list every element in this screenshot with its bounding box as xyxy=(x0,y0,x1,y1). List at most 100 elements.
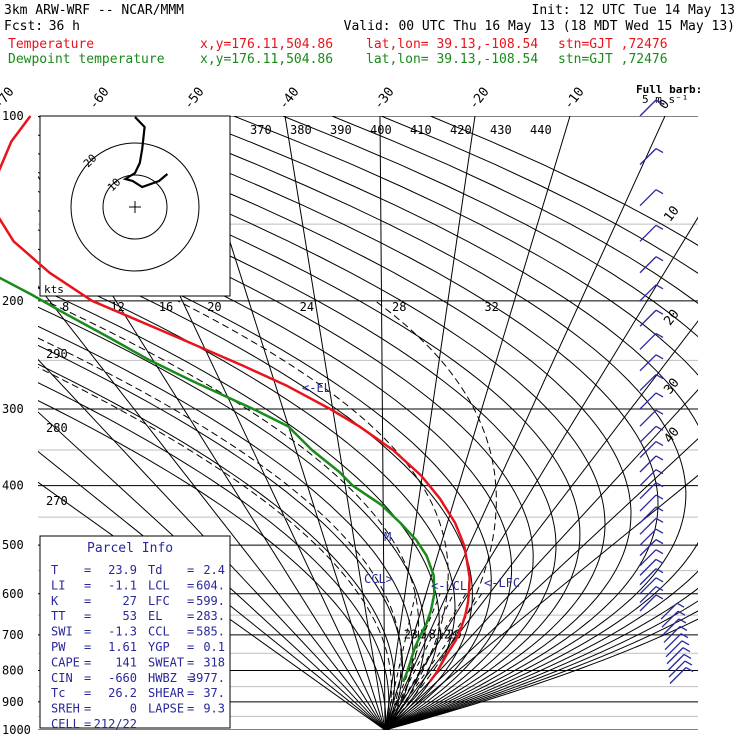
parcel-value-6: 141 xyxy=(115,655,137,669)
wind-barb-340 xyxy=(639,425,657,443)
dry-adiabat-420 xyxy=(135,116,687,730)
temperature-profile xyxy=(0,115,471,683)
parcel-value-4: -1.3 xyxy=(108,625,137,639)
parcel-value-2: 27 xyxy=(123,594,137,608)
dry-adiabat-430 xyxy=(184,116,698,730)
wind-barb-200 xyxy=(639,284,657,302)
dry-adiabat-360 xyxy=(38,190,534,730)
theta-label-440: 440 xyxy=(530,123,552,137)
hodograph-inset: 10 20 kts xyxy=(39,115,231,297)
wind-barb-flag-400 xyxy=(655,469,664,475)
theta-label-380: 380 xyxy=(290,123,312,137)
wind-barb-flag-600 xyxy=(655,577,664,583)
mixing-ratio-label-3: 3 xyxy=(411,627,418,641)
mixing-ratio-label-5: 5 xyxy=(420,627,427,641)
parcel-value2-8: 37. xyxy=(203,686,225,700)
wind-barb-flag-120 xyxy=(655,148,664,154)
wind-barb-flag-660 xyxy=(676,602,685,608)
parcel-eq-0: = xyxy=(84,563,91,577)
wind-barb-flag-620 xyxy=(655,585,664,592)
wind-barb-500 xyxy=(639,528,657,546)
wind-barb-760 xyxy=(665,640,683,658)
wind-barb-460 xyxy=(639,506,657,524)
mixing-ratio-5 xyxy=(384,593,441,730)
legend-dewpoint-latlon: lat,lon= 39.13,-108.54 xyxy=(366,52,538,67)
parcel-value-7: -660 xyxy=(108,671,137,685)
dry-adiabat-450 xyxy=(282,116,698,730)
wind-barb-flag-420 xyxy=(655,482,664,488)
parcel-value-5: 1.61 xyxy=(108,640,137,654)
parcel-value-10: 212/22 xyxy=(94,717,137,731)
wind-barb-820 xyxy=(668,660,686,678)
wind-barb-flag-220 xyxy=(655,309,664,315)
parcel-value2-2: 599. xyxy=(196,594,225,608)
pressure-label-700: 700 xyxy=(2,628,24,642)
wind-barb-flag-500 xyxy=(655,528,664,534)
theta-label-370: 370 xyxy=(250,123,272,137)
wind-barb-flag-200 xyxy=(655,284,664,290)
parcel-eq-9: = xyxy=(84,702,91,716)
hodograph-center-cross xyxy=(129,201,141,213)
hodo-scale-label-32: 32 xyxy=(484,300,498,314)
parcel-eq-4: = xyxy=(84,625,91,639)
hodograph-trace xyxy=(122,116,169,189)
parcel-eq2-8: = xyxy=(187,686,194,700)
wind-barb-120 xyxy=(639,148,657,166)
wind-barb-flag-840 xyxy=(685,666,694,673)
wind-barb-100 xyxy=(639,99,657,117)
parcel-value2-5: 0.1 xyxy=(203,640,225,654)
parcel-key-3: TT xyxy=(51,609,65,623)
wind-barb-640 xyxy=(639,594,657,612)
wind-barb-flag-320 xyxy=(655,409,664,415)
parcel-value2-3: 283. xyxy=(196,609,225,623)
wind-barb-420 xyxy=(639,482,657,500)
parcel-eq-10: = xyxy=(84,717,91,731)
wind-barb-540 xyxy=(639,549,657,567)
hodograph-units-label: kts xyxy=(44,283,64,296)
isotherm-label-10: 10 xyxy=(661,203,682,225)
parcel-value2-4: 585. xyxy=(196,625,225,639)
parcel-value-0: 23.9 xyxy=(108,563,137,577)
wind-barb-220 xyxy=(639,309,657,327)
dry-adiabat-370 xyxy=(38,171,557,730)
wind-barb-flag-160 xyxy=(655,224,664,230)
init-time: Init: 12 UTC Tue 14 May 13 xyxy=(532,3,736,18)
isotherm--80 xyxy=(38,285,386,730)
wind-barb-flag-580 xyxy=(655,568,664,574)
wind-barb-440 xyxy=(639,494,657,512)
pressure-label-800: 800 xyxy=(2,663,24,677)
legend-dewpoint: Dewpoint temperature x,y=176.11,504.86 l… xyxy=(8,52,668,67)
parcel-key-5: PW xyxy=(51,640,66,654)
wind-barb-flag-360 xyxy=(655,441,664,447)
pressure-label-300: 300 xyxy=(2,402,24,416)
wind-barb-700 xyxy=(662,618,680,636)
parcel-key-8: Tc xyxy=(51,686,65,700)
dry-adiabat-320 xyxy=(38,268,456,730)
hodo-scale-label-24: 24 xyxy=(300,300,314,314)
isotherm-label--40: -40 xyxy=(276,85,302,113)
wind-barb-flag-460 xyxy=(655,506,664,512)
theta-label-390: 390 xyxy=(330,123,352,137)
mixing-ratio-3 xyxy=(384,593,427,730)
parcel-eq2-4: = xyxy=(187,625,194,639)
hodo-scale-label-16: 16 xyxy=(159,300,173,314)
isotherm--40 xyxy=(284,116,386,730)
wind-barb-680 xyxy=(661,610,679,628)
isotherm--90 xyxy=(38,358,386,730)
parcel-value2-7: 3977. xyxy=(189,671,225,685)
dry-adiabat-260 xyxy=(38,382,390,730)
wind-barb-flag-280 xyxy=(655,373,664,380)
isotherm-50 xyxy=(384,474,698,730)
dry-adiabat-350 xyxy=(38,210,513,730)
el-marker: <-EL xyxy=(302,381,331,395)
ccl-marker: CCL> xyxy=(364,572,393,586)
parcel-eq-7: = xyxy=(84,671,91,685)
theta-left-label-280: 280 xyxy=(46,421,68,435)
parcel-key-7: CIN xyxy=(51,671,73,685)
pressure-labels: 1000 900 800 700 600 500 400 300 200 100 xyxy=(2,109,31,737)
wind-barb-flag-520 xyxy=(655,539,664,545)
wind-barb-flag-340 xyxy=(655,425,664,431)
isotherm-30 xyxy=(384,389,698,730)
wind-barb-flag-640 xyxy=(655,594,664,600)
dry-adiabat-280 xyxy=(38,344,404,730)
